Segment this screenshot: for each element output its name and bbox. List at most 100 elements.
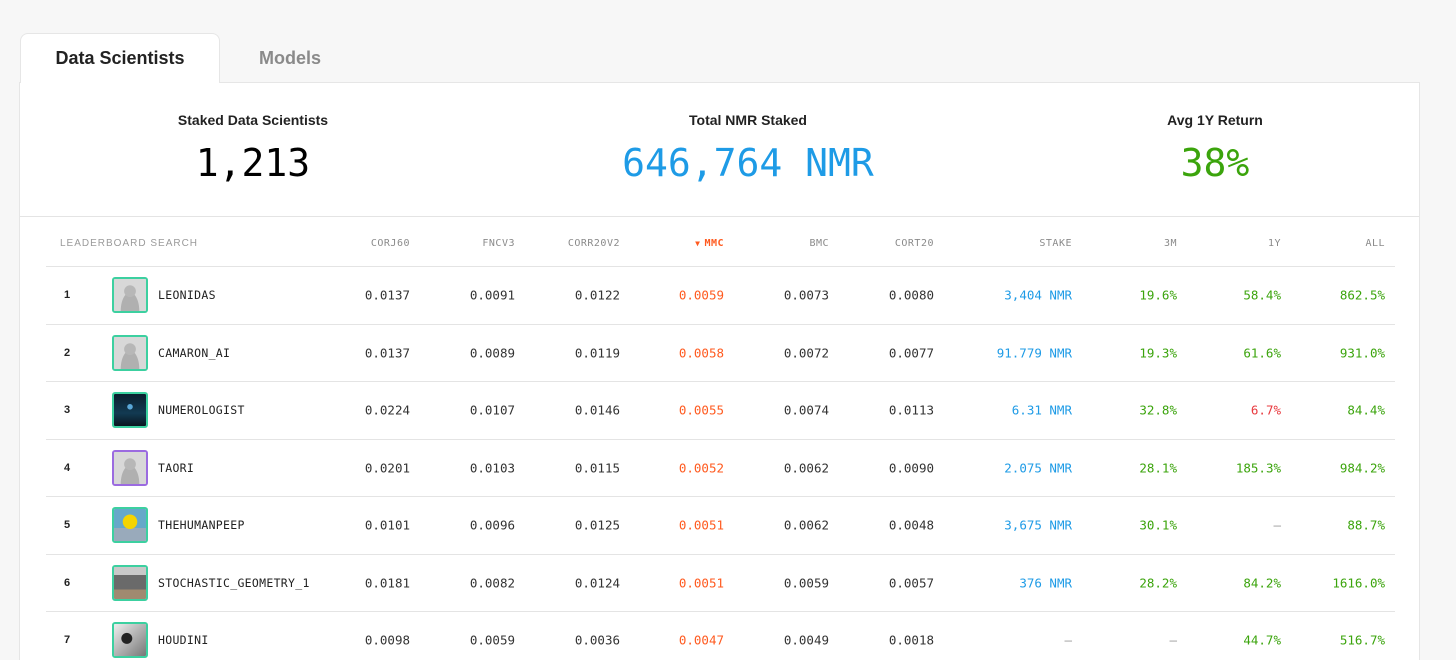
table-header: LEADERBOARD SEARCH CORJ60 FNCV3 CORR20V2… xyxy=(46,217,1395,267)
cell-corr20v2: 0.0119 xyxy=(574,345,620,361)
cell-mmc: 0.0058 xyxy=(678,345,724,361)
cell-mmc: 0.0051 xyxy=(678,575,724,591)
column-header-corr20v2[interactable]: CORR20V2 xyxy=(567,238,620,249)
cell-stake: 3,675 NMR xyxy=(1004,517,1072,533)
column-header-3m[interactable]: 3M xyxy=(1163,238,1177,249)
cell-corr20v2: 0.0125 xyxy=(574,517,620,533)
cell-mmc: 0.0052 xyxy=(678,460,724,476)
cell-bmc: 0.0062 xyxy=(783,460,829,476)
column-header-fncv3[interactable]: FNCV3 xyxy=(482,238,515,249)
stat-label: Avg 1Y Return xyxy=(1167,112,1263,128)
bw-photo-avatar[interactable] xyxy=(112,622,148,659)
cell-stake: 376 NMR xyxy=(1019,575,1072,591)
cell-3m: 30.1% xyxy=(1139,517,1177,533)
dark-art-avatar[interactable] xyxy=(112,392,148,429)
table-row[interactable]: 5 THEHUMANPEEP 0.0101 0.0096 0.0125 0.0051 0.0… xyxy=(46,497,1395,555)
cell-1y: 44.7% xyxy=(1243,632,1281,648)
cell-all: 931.0% xyxy=(1339,345,1385,361)
cell-stake: 2.075 NMR xyxy=(1004,460,1072,476)
table-row[interactable]: 6 STOCHASTIC_GEOMETRY_1 0.0181 0.0082 0.0124… xyxy=(46,555,1395,612)
leaderboard-table: LEADERBOARD SEARCH CORJ60 FNCV3 CORR20V2… xyxy=(46,217,1395,660)
user-name-link[interactable]: THEHUMANPEEP xyxy=(158,518,245,533)
cell-fncv3: 0.0107 xyxy=(469,402,515,418)
stat-avg-return: Avg 1Y Return 38% xyxy=(1120,83,1310,217)
cell-corj60: 0.0181 xyxy=(364,575,410,591)
column-header-1y[interactable]: 1Y xyxy=(1267,238,1281,249)
tab-data-scientists[interactable]: Data Scientists xyxy=(20,33,220,83)
stat-value: 38% xyxy=(1180,141,1250,185)
cell-cort20: 0.0018 xyxy=(888,632,934,648)
user-name-link[interactable]: NUMEROLOGIST xyxy=(158,403,245,418)
table-row[interactable]: 4 TAORI 0.0201 0.0103 0.0115 0.0052 0.0062 0.00… xyxy=(46,440,1395,497)
stat-label: Total NMR Staked xyxy=(689,112,807,128)
cell-corj60: 0.0101 xyxy=(364,517,410,533)
column-header-cort20[interactable]: CORT20 xyxy=(894,238,934,249)
rank: 7 xyxy=(64,634,71,647)
cell-stake: 91.779 NMR xyxy=(996,345,1072,361)
cell-stake: 3,404 NMR xyxy=(1004,287,1072,303)
user-name-link[interactable]: STOCHASTIC_GEOMETRY_1 xyxy=(158,575,310,590)
user-name-link[interactable]: LEONIDAS xyxy=(158,288,216,303)
column-header-mmc-label: MMC xyxy=(704,238,724,249)
cell-all: 84.4% xyxy=(1347,402,1385,418)
leaderboard-search-input[interactable]: LEADERBOARD SEARCH xyxy=(60,238,199,249)
user-name-link[interactable]: TAORI xyxy=(158,460,195,475)
rank: 5 xyxy=(64,519,71,532)
cell-1y: 58.4% xyxy=(1243,287,1281,303)
cell-corj60: 0.0224 xyxy=(364,402,410,418)
cell-1y: 6.7% xyxy=(1250,402,1281,418)
column-header-mmc[interactable]: ▼ MMC xyxy=(695,238,724,249)
cell-fncv3: 0.0089 xyxy=(469,345,515,361)
table-body: 1 LEONIDAS 0.0137 0.0091 0.0122 0.0059 0.0073 0… xyxy=(46,267,1395,660)
cell-cort20: 0.0080 xyxy=(888,287,934,303)
user-name-link[interactable]: HOUDINI xyxy=(158,633,209,648)
cell-corj60: 0.0137 xyxy=(364,345,410,361)
blurred-person-avatar[interactable] xyxy=(112,334,148,371)
castle-avatar[interactable] xyxy=(112,564,148,601)
stat-staked-scientists: Staked Data Scientists 1,213 xyxy=(140,83,366,217)
table-row[interactable]: 1 LEONIDAS 0.0137 0.0091 0.0122 0.0059 0.0073 0… xyxy=(46,267,1395,325)
cell-all: 1616.0% xyxy=(1332,575,1385,591)
cell-bmc: 0.0074 xyxy=(783,402,829,418)
tab-bar: Data Scientists Models xyxy=(20,33,360,83)
leaderboard-panel: Staked Data Scientists 1,213 Total NMR S… xyxy=(19,82,1420,660)
cell-corr20v2: 0.0036 xyxy=(574,632,620,648)
rank: 4 xyxy=(64,461,71,474)
cell-cort20: 0.0090 xyxy=(888,460,934,476)
cell-1y: 84.2% xyxy=(1243,575,1281,591)
column-header-stake[interactable]: STAKE xyxy=(1039,238,1072,249)
cell-corr20v2: 0.0122 xyxy=(574,287,620,303)
cell-corr20v2: 0.0115 xyxy=(574,460,620,476)
cell-fncv3: 0.0103 xyxy=(469,460,515,476)
table-row[interactable]: 7 HOUDINI 0.0098 0.0059 0.0036 0.0047 0.0049 0.… xyxy=(46,612,1395,660)
cell-corj60: 0.0201 xyxy=(364,460,410,476)
column-header-corj60[interactable]: CORJ60 xyxy=(370,238,410,249)
cell-corr20v2: 0.0124 xyxy=(574,575,620,591)
rank: 2 xyxy=(64,346,71,359)
blurred-person-avatar[interactable] xyxy=(112,277,148,314)
table-row[interactable]: 3 NUMEROLOGIST 0.0224 0.0107 0.0146 0.0055 0.0… xyxy=(46,382,1395,440)
tab-models[interactable]: Models xyxy=(258,47,321,68)
cell-fncv3: 0.0082 xyxy=(469,575,515,591)
stats-summary: Staked Data Scientists 1,213 Total NMR S… xyxy=(20,83,1419,217)
cell-fncv3: 0.0091 xyxy=(469,287,515,303)
cell-cort20: 0.0057 xyxy=(888,575,934,591)
column-header-all[interactable]: ALL xyxy=(1365,238,1385,249)
user-name-link[interactable]: CAMARON_AI xyxy=(158,345,231,360)
cell-3m: 19.6% xyxy=(1139,287,1177,303)
rank: 6 xyxy=(64,576,71,589)
cell-3m: 32.8% xyxy=(1139,402,1177,418)
cell-bmc: 0.0062 xyxy=(783,517,829,533)
column-header-bmc[interactable]: BMC xyxy=(809,238,829,249)
cell-corj60: 0.0137 xyxy=(364,287,410,303)
blurred-person-avatar[interactable] xyxy=(112,449,148,486)
cell-bmc: 0.0073 xyxy=(783,287,829,303)
yellow-character-avatar[interactable] xyxy=(112,507,148,544)
table-row[interactable]: 2 CAMARON_AI 0.0137 0.0089 0.0119 0.0058 0.007… xyxy=(46,325,1395,382)
rank: 3 xyxy=(64,404,71,417)
cell-all: 88.7% xyxy=(1347,517,1385,533)
stat-value: 646,764 NMR xyxy=(622,141,874,185)
cell-all: 984.2% xyxy=(1339,460,1385,476)
cell-bmc: 0.0049 xyxy=(783,632,829,648)
cell-cort20: 0.0048 xyxy=(888,517,934,533)
